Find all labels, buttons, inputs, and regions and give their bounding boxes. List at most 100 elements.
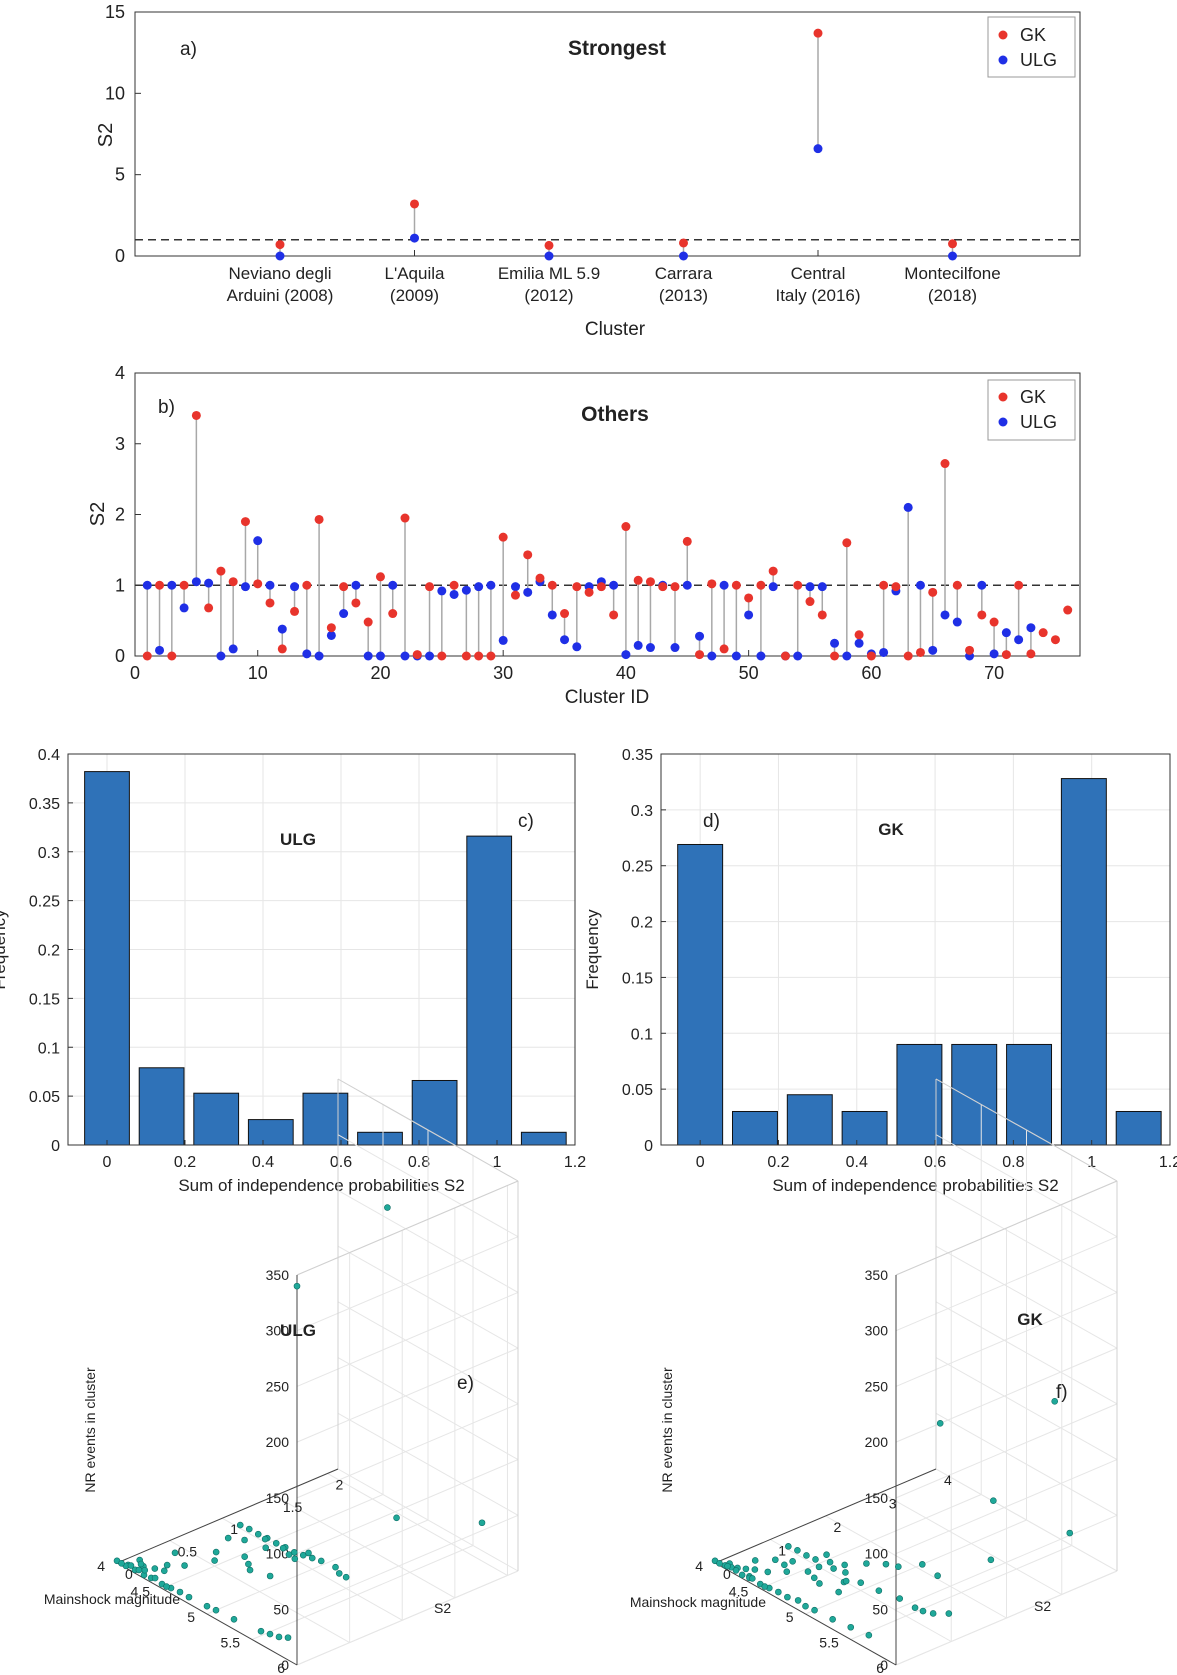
scatter-point — [284, 1634, 292, 1641]
y-tick-label: 0.2 — [631, 915, 653, 932]
chart-c-ulg-histogram: 0 0.05 0.1 0.15 0.2 0.25 0.3 0.35 0.4 0 0.2 0.4 0.6 0… — [0, 747, 586, 1195]
ulg-point — [302, 649, 312, 659]
ulg-point — [290, 582, 300, 592]
ulg-point — [204, 578, 214, 588]
ulg-point — [191, 577, 201, 587]
wall-grid-line — [296, 1403, 519, 1499]
s2-tick-label: 2 — [834, 1519, 842, 1535]
x-tick-label: 70 — [984, 663, 1004, 683]
floor-grid-line — [880, 1492, 1062, 1595]
scatter-point — [1051, 1398, 1058, 1405]
scatter-point — [141, 1566, 149, 1574]
scatter-point — [212, 1548, 220, 1556]
gk-point — [400, 513, 410, 523]
s2-tick-label: 1 — [778, 1543, 786, 1559]
scatter-point — [919, 1607, 927, 1615]
gk-point — [879, 580, 889, 590]
scatter-point — [171, 1549, 179, 1557]
y-tick-label: 15 — [105, 2, 125, 22]
scatter-point — [305, 1549, 312, 1557]
x-tick-label: 1.2 — [1159, 1154, 1177, 1171]
scatter-point — [151, 1574, 159, 1582]
gk-point — [952, 580, 962, 590]
box-edge — [337, 1078, 519, 1182]
ulg-point — [275, 251, 285, 261]
magnitude-tick-label: 6 — [277, 1660, 285, 1675]
ulg-point — [142, 580, 152, 590]
x-tick-label: 0.2 — [174, 1154, 196, 1171]
z-axis-label: NR events in cluster — [659, 1367, 675, 1493]
x-tick-label: 0.8 — [1002, 1154, 1024, 1171]
gk-point — [977, 610, 987, 620]
ulg-point — [572, 642, 582, 652]
bar — [84, 771, 130, 1146]
ulg-point — [544, 251, 554, 261]
category-label-line2: Arduini (2008) — [227, 286, 334, 305]
gk-point — [658, 582, 668, 592]
chart-a-strongest: 0 5 10 15 Neviano degli Arduini (2008) L'Aquil… — [95, 2, 1081, 340]
scatter-point — [835, 1588, 842, 1596]
ulg-point — [510, 582, 520, 592]
y-tick-label: 0.35 — [622, 747, 653, 764]
wall-grid-line — [935, 1245, 1118, 1349]
bar — [896, 1043, 943, 1146]
wall-grid-line — [296, 1347, 519, 1443]
gk-point — [891, 582, 901, 592]
scatter-point — [160, 1567, 168, 1575]
scatter-point — [882, 1560, 890, 1568]
y-axis-label: S2 — [434, 1600, 451, 1616]
nr-tick-label: 250 — [266, 1378, 290, 1394]
legend-gk-label: GK — [1020, 25, 1046, 45]
gk-point — [719, 644, 729, 654]
scatter-point — [212, 1606, 220, 1614]
x-tick-label: 20 — [370, 663, 390, 683]
floor-grid-line — [169, 1540, 350, 1644]
bar — [786, 1094, 833, 1146]
gk-point — [410, 199, 419, 209]
gk-point — [191, 410, 201, 420]
ulg-point — [854, 638, 864, 648]
gk-point — [486, 651, 496, 661]
gk-point — [474, 651, 484, 661]
y-tick-label: 0.1 — [631, 1026, 653, 1043]
ulg-point — [486, 580, 496, 590]
gk-point — [1014, 580, 1024, 590]
plot-frame — [134, 11, 1081, 257]
magnitude-tick-label: 4.5 — [131, 1584, 151, 1600]
nr-tick-label: 200 — [266, 1434, 290, 1450]
bar — [411, 1079, 458, 1146]
nr-tick-label: 100 — [865, 1546, 889, 1562]
gk-point — [523, 550, 533, 560]
y-tick-label: 0.4 — [38, 747, 60, 764]
wall-grid-line — [296, 1514, 519, 1610]
y-tick-label: 0.1 — [38, 1040, 60, 1057]
ulg-point — [768, 582, 778, 592]
gk-point — [609, 610, 619, 620]
ulg-point — [228, 644, 238, 654]
floor-grid-line — [161, 1494, 384, 1589]
ulg-point — [474, 582, 484, 592]
ulg-point — [363, 651, 373, 661]
y-tick-label: 0 — [115, 246, 125, 266]
magnitude-tick-label: 4.5 — [729, 1584, 749, 1600]
chart-title: ULG — [280, 830, 316, 849]
ulg-point — [410, 233, 419, 243]
gk-point — [695, 650, 705, 660]
ulg-point — [817, 582, 827, 592]
legend-box — [987, 379, 1076, 441]
gk-point — [253, 579, 263, 589]
ulg-point — [793, 651, 803, 661]
x-tick-label: 50 — [739, 663, 759, 683]
gk-point — [351, 598, 361, 608]
scatter-point — [781, 1561, 788, 1569]
scatter-point — [990, 1497, 997, 1504]
scatter-point — [911, 1604, 919, 1612]
x-axis-label: Mainshock magnitude — [44, 1591, 180, 1607]
x-tick-label: 0.4 — [846, 1154, 868, 1171]
ulg-point — [375, 651, 385, 661]
gk-point — [240, 517, 250, 527]
scatter-point — [794, 1547, 801, 1554]
floor-grid-line — [825, 1515, 1007, 1619]
y-tick-label: 10 — [105, 83, 125, 103]
